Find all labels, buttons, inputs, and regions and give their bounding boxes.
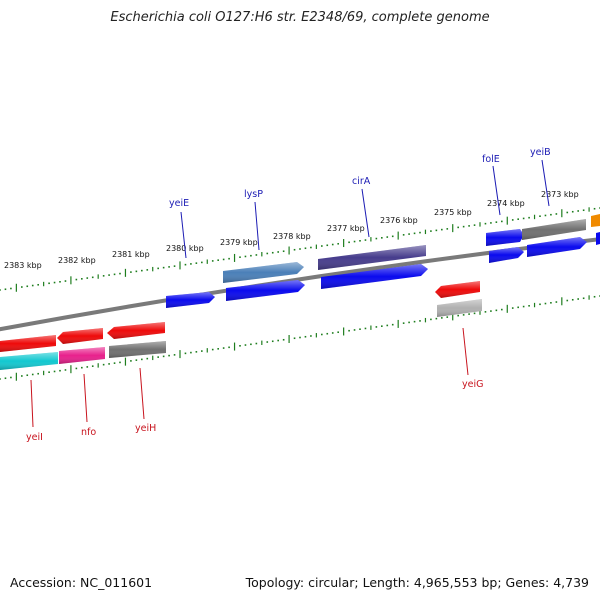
gene-shading <box>57 328 103 344</box>
gene-shading <box>59 347 105 364</box>
inner-tick-ruler <box>0 295 600 381</box>
scale-label: 2375 kbp <box>434 208 472 217</box>
gene-feature[interactable] <box>596 232 600 245</box>
map-title: Escherichia coli O127:H6 str. E2348/69, … <box>110 10 490 25</box>
scale-label: 2374 kbp <box>487 199 525 208</box>
gene-leader-line <box>541 159 550 207</box>
reverse-label-leaders <box>30 327 469 428</box>
gene-shading <box>109 341 166 358</box>
scale-label: 2381 kbp <box>112 250 150 259</box>
scale-label: 2383 kbp <box>4 261 42 270</box>
gene-shading <box>321 264 428 289</box>
gene-shading <box>489 247 524 263</box>
forward-label-leaders <box>180 159 550 259</box>
genome-summary-text: Topology: circular; Length: 4,965,553 bp… <box>245 575 589 590</box>
gene-label-folE[interactable]: folE <box>482 154 500 165</box>
gene-label-nfo[interactable]: nfo <box>81 427 96 438</box>
outer-tick-ruler <box>0 207 600 292</box>
gene-shading <box>166 292 215 308</box>
gene-shading <box>437 299 482 317</box>
gene-leader-line <box>462 327 469 376</box>
gene-leader-line <box>492 165 501 216</box>
reverse-gene-labels: yeiI nfo yeiH yeiG <box>26 379 483 443</box>
gene-shading <box>223 262 304 283</box>
gene-shading <box>0 352 58 370</box>
gene-shading <box>527 237 587 257</box>
gene-label-lysP[interactable]: lysP <box>244 189 263 200</box>
gene-label-cirA[interactable]: cirA <box>352 176 371 187</box>
gene-leader-line <box>30 379 34 428</box>
accession-text: Accession: NC_011601 <box>10 575 153 590</box>
gene-leader-line <box>361 188 370 238</box>
gene-label-yeiH[interactable]: yeiH <box>135 423 156 434</box>
gene-leader-line <box>254 201 260 251</box>
gene-shading <box>435 281 480 298</box>
reverse-genes <box>0 281 482 370</box>
scale-label: 2379 kbp <box>220 238 258 247</box>
gene-feature[interactable] <box>591 214 600 227</box>
genome-backbone <box>0 237 600 332</box>
gene-shading <box>107 322 165 339</box>
scale-label: 2378 kbp <box>273 232 311 241</box>
gene-leader-line <box>180 211 187 259</box>
gene-leader-line <box>83 373 88 423</box>
gene-shading <box>522 219 586 240</box>
scale-label: 2376 kbp <box>380 216 418 225</box>
forward-gene-labels: yeiE lysP cirA folE yeiB <box>169 147 551 209</box>
gene-label-yeiB[interactable]: yeiB <box>530 147 551 158</box>
scale-label: 2373 kbp <box>541 190 579 199</box>
scale-label: 2382 kbp <box>58 256 96 265</box>
gene-shading <box>486 229 524 246</box>
scale-label: 2377 kbp <box>327 224 365 233</box>
gene-leader-line <box>139 367 145 420</box>
gene-shading <box>318 245 426 270</box>
forward-genes <box>166 214 600 308</box>
gene-label-yeiG[interactable]: yeiG <box>462 379 483 390</box>
gene-label-yeiE[interactable]: yeiE <box>169 198 189 209</box>
gene-label-yeiI[interactable]: yeiI <box>26 432 43 443</box>
gene-shading <box>226 280 305 301</box>
gene-shading <box>0 335 56 352</box>
